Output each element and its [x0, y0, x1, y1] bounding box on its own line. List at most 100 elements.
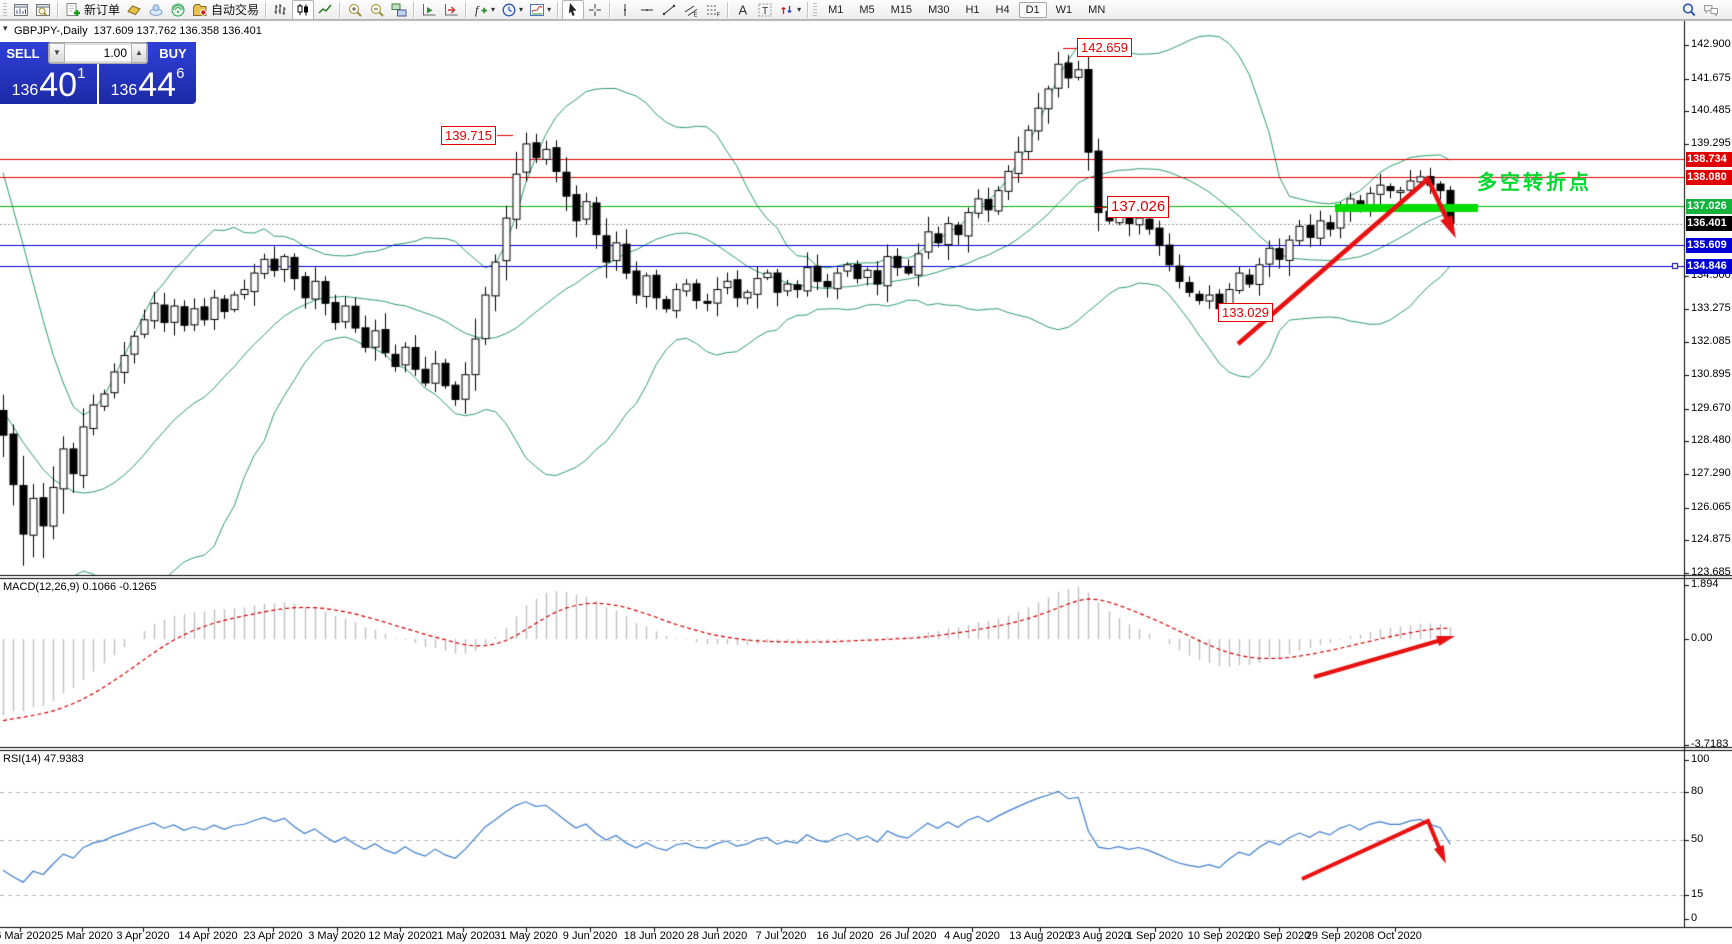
- timeframe-m15-button[interactable]: M15: [890, 3, 913, 16]
- price-axis-tick: 124.875: [1691, 533, 1731, 546]
- timeframe-w1-button[interactable]: W1: [1055, 3, 1073, 16]
- timeframe-m5-button[interactable]: M5: [859, 3, 875, 16]
- toolbar-trendline-button[interactable]: [658, 0, 680, 20]
- toolbar-separator: [609, 1, 612, 18]
- sell-button[interactable]: SELL: [6, 45, 40, 61]
- price-tag-138.080: 138.080: [1686, 169, 1732, 185]
- time-axis-label: 4 Aug 2020: [944, 930, 1000, 942]
- toolbar-channel-button[interactable]: E: [680, 0, 702, 20]
- price-axis-tick: 132.085: [1691, 335, 1731, 348]
- buy-price[interactable]: 136 44 6: [99, 64, 196, 104]
- toolbar-chart-window-button[interactable]: [10, 0, 32, 20]
- toolbar-crosshair-button[interactable]: [584, 0, 606, 20]
- timeframe-mn-button[interactable]: MN: [1088, 3, 1106, 16]
- toolbar-hline-button[interactable]: [636, 0, 658, 20]
- auto-scroll-icon: [423, 3, 436, 15]
- chevron-down-icon: ▾: [797, 5, 802, 14]
- pane-splitter-rsi[interactable]: [0, 745, 1732, 751]
- toolbar-signals-button[interactable]: [167, 0, 189, 20]
- price-axis-tick: 126.065: [1691, 500, 1731, 513]
- volume-stepper: ▼ ▲: [48, 42, 148, 64]
- toolbar-indicators-button[interactable]: f ▾: [470, 0, 498, 20]
- chevron-down-icon: ▾: [491, 5, 496, 14]
- time-axis-label: 28 Jun 2020: [686, 930, 748, 942]
- timeframe-h4-button[interactable]: H4: [995, 3, 1010, 16]
- time-axis-label: 25 Mar 2020: [51, 930, 113, 942]
- time-axis-label: 12 May 2020: [368, 930, 432, 942]
- text-label-icon: T: [758, 3, 772, 17]
- trend-note-annotation[interactable]: 多空转折点: [1477, 172, 1592, 194]
- price-annotation-133.029[interactable]: 133.029: [1218, 303, 1273, 322]
- search-icon: [1682, 2, 1696, 16]
- chart-shift-icon: [445, 3, 458, 15]
- fibonacci-icon: F: [707, 5, 721, 18]
- toolbar-text-a-button[interactable]: A: [732, 0, 754, 20]
- price-tag-138.734: 138.734: [1686, 151, 1732, 167]
- toolbar-autotrade-button[interactable]: 自动交易: [189, 0, 262, 20]
- toolbar-chat-button[interactable]: [1700, 0, 1722, 20]
- toolbar-search-button[interactable]: [1678, 0, 1700, 20]
- chat-icon: [1704, 4, 1718, 17]
- toolbar-auto-scroll-button[interactable]: [418, 0, 440, 20]
- price-annotation-142.659[interactable]: 142.659: [1077, 38, 1132, 57]
- macd-axis-label: 1.894: [1691, 578, 1719, 590]
- toolbar-templates-button[interactable]: ▾: [526, 0, 554, 20]
- volume-decrease-button[interactable]: ▼: [49, 43, 65, 63]
- svg-text:E: E: [694, 12, 698, 18]
- time-axis-label: 7 Jul 2020: [755, 930, 807, 942]
- toolbar-new-order-button[interactable]: 新订单: [62, 0, 123, 20]
- bar-chart-icon: [274, 3, 286, 15]
- price-annotation-137.026[interactable]: 137.026: [1107, 196, 1170, 218]
- pane-splitter-macd[interactable]: [0, 573, 1732, 579]
- price-annotation-139.715[interactable]: 139.715: [441, 126, 496, 145]
- timeframe-m1-button[interactable]: M1: [828, 3, 844, 16]
- timeframe-h1-button[interactable]: H1: [965, 3, 980, 16]
- time-axis-label: 21 May 2020: [431, 930, 495, 942]
- timeframe-m30-button[interactable]: M30: [928, 3, 950, 16]
- volume-input[interactable]: [65, 45, 131, 61]
- toolbar-line-chart-button[interactable]: [314, 0, 336, 20]
- toolbar-separator: [265, 1, 268, 18]
- toolbar-periods-button[interactable]: ▾: [498, 0, 526, 20]
- rsi-axis-label: 15: [1691, 888, 1704, 901]
- time-axis-label: 18 Jun 2020: [623, 930, 685, 942]
- buy-price-sup: 6: [176, 65, 185, 82]
- price-axis-tick: 127.290: [1691, 466, 1731, 479]
- chart-window-icon: [14, 3, 28, 16]
- macd-axis-label: 0.00: [1691, 632, 1713, 644]
- trade-panel-divider: [97, 64, 99, 104]
- toolbar-community-button[interactable]: [145, 0, 167, 20]
- ticket-icon: [127, 4, 141, 15]
- time-axis-label: 23 Aug 2020: [1068, 930, 1130, 942]
- toolbar-separator: [339, 1, 342, 18]
- toolbar-vline-button[interactable]: [614, 0, 636, 20]
- one-click-panel-toggle-icon[interactable]: ▾: [3, 23, 8, 33]
- svg-text:T: T: [762, 6, 768, 17]
- vline-icon: [624, 3, 627, 16]
- toolbar-zoom-in-button[interactable]: [344, 0, 366, 20]
- buy-button[interactable]: BUY: [159, 45, 187, 61]
- rsi-axis-label: 0: [1691, 912, 1698, 924]
- volume-increase-button[interactable]: ▲: [131, 43, 147, 63]
- toolbar-bar-chart-button[interactable]: [270, 0, 292, 20]
- toolbar-cursor-button[interactable]: [562, 0, 585, 20]
- toolbar-tile-windows-button[interactable]: [388, 0, 410, 20]
- toolbar-grip: [813, 2, 818, 17]
- toolbar-data-window-button[interactable]: [32, 0, 54, 20]
- svg-text:F: F: [717, 12, 721, 18]
- toolbar-ticket-button[interactable]: [123, 0, 145, 20]
- toolbar-arrows-button[interactable]: ▾: [776, 0, 804, 20]
- toolbar-chart-shift-button[interactable]: [440, 0, 462, 20]
- sell-price[interactable]: 136 40 1: [0, 64, 97, 104]
- price-axis-tick: 140.485: [1691, 104, 1731, 117]
- time-axis-label: 3 Apr 2020: [116, 930, 170, 942]
- sell-price-prefix: 136: [11, 82, 39, 99]
- toolbar-candle-chart-button[interactable]: [292, 0, 315, 20]
- timeframe-d1-button[interactable]: D1: [1018, 1, 1047, 18]
- toolbar-zoom-out-button[interactable]: [366, 0, 388, 20]
- toolbar-fibonacci-button[interactable]: F: [702, 0, 724, 20]
- toolbar-separator: [57, 1, 59, 18]
- toolbar-text-label-button[interactable]: T: [754, 0, 776, 20]
- rsi-axis-label: 50: [1691, 832, 1704, 845]
